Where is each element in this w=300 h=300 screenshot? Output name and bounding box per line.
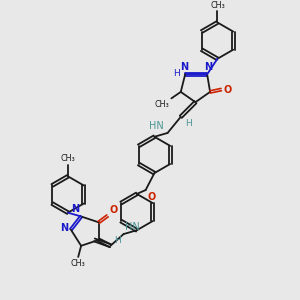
Text: O: O (224, 85, 232, 94)
Text: N: N (60, 223, 68, 233)
Text: CH₃: CH₃ (210, 1, 225, 10)
Text: H: H (173, 69, 180, 78)
Text: H: H (185, 118, 192, 127)
Text: N: N (204, 62, 212, 72)
Text: CH₃: CH₃ (155, 100, 170, 109)
Text: O: O (148, 192, 156, 202)
Text: N: N (181, 62, 189, 72)
Text: CH₃: CH₃ (61, 154, 75, 164)
Text: HN: HN (149, 121, 164, 131)
Text: H: H (114, 236, 121, 244)
Text: CH₃: CH₃ (71, 259, 86, 268)
Text: N: N (71, 203, 80, 214)
Text: HN: HN (125, 222, 140, 232)
Text: O: O (109, 205, 118, 215)
